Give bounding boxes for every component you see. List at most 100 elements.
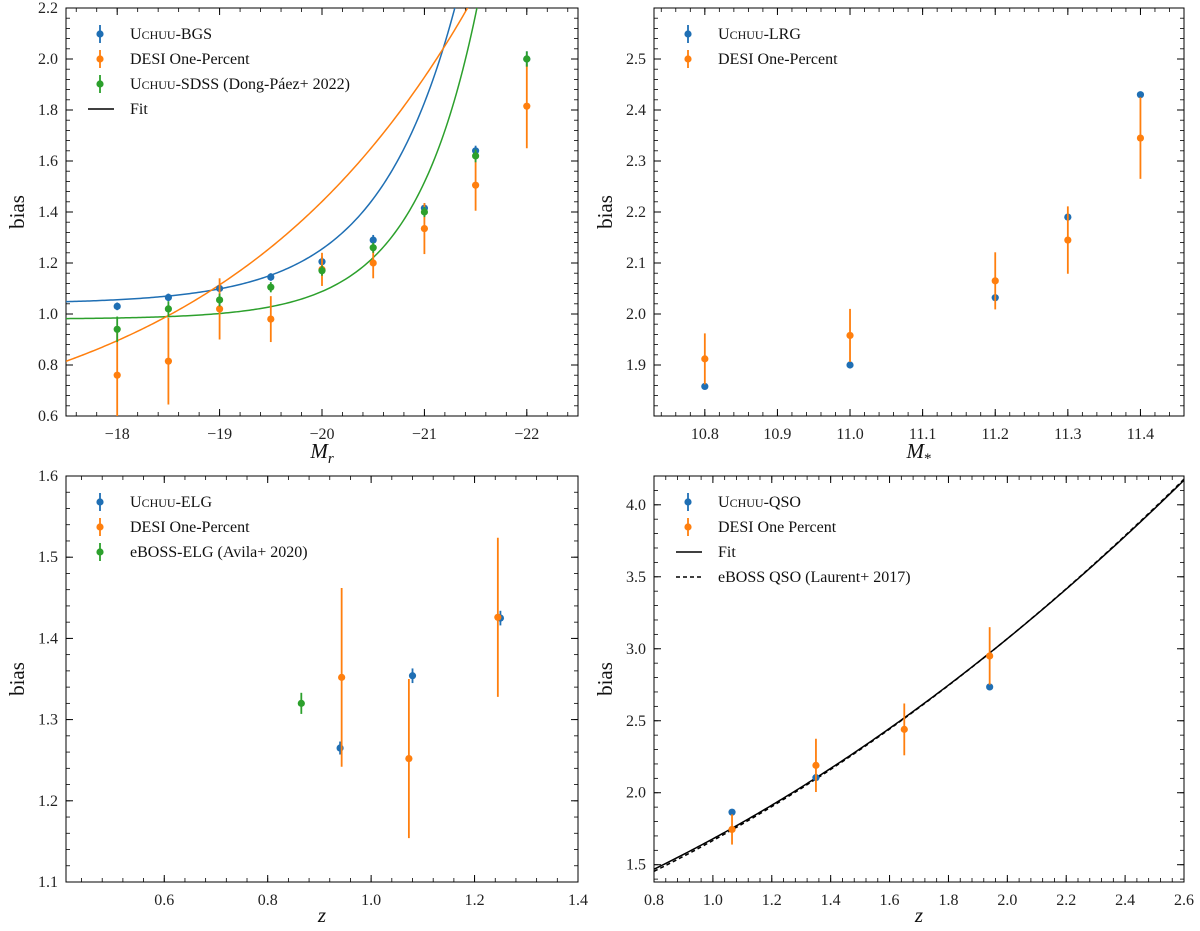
legend: UCHUU-ELG DESI One-Percent eBOSS-ELG (Avil…	[96, 493, 308, 561]
panel-lrg: 10.8 10.9 11.0 11.1 11.2 11.3 11.4 1.9 2.0 2.1 2.2…	[593, 7, 1185, 467]
y-tick-label: 4.0	[626, 497, 646, 514]
x-tick-label: 11.4	[1127, 426, 1154, 443]
data-point	[728, 825, 736, 834]
data-point	[369, 244, 377, 252]
data-point	[846, 361, 854, 369]
data-point	[701, 382, 709, 391]
data-point	[216, 296, 224, 304]
x-tick-label: 0.8	[644, 892, 664, 909]
y-tick-label: 2.0	[626, 306, 646, 323]
data-point	[1064, 236, 1072, 244]
data-point	[216, 305, 224, 313]
legend-label: eBOSS QSO (Laurent+ 2017)	[718, 569, 911, 586]
data-point	[405, 754, 413, 763]
x-tick-label: 11.3	[1054, 426, 1081, 443]
x-tick-label: 1.0	[703, 892, 723, 909]
data-point	[900, 725, 908, 733]
data-point	[267, 315, 275, 323]
legend-marker	[96, 523, 104, 531]
x-tick-label: 11.1	[909, 426, 936, 443]
y-tick-label: 0.8	[38, 357, 58, 374]
legend-label: Fit	[718, 544, 736, 561]
data-point	[267, 283, 275, 291]
legend-marker	[684, 523, 692, 531]
x-tick-label: 0.8	[258, 892, 278, 909]
x-tick-label: 11.0	[836, 426, 863, 443]
legend-label: UCHUU-BGS	[130, 26, 212, 43]
data-point	[472, 181, 480, 189]
data-point	[494, 613, 502, 621]
data-point	[523, 55, 531, 63]
x-tick-label: 0.6	[154, 892, 174, 909]
fit-curve	[66, 8, 469, 362]
series	[113, 51, 531, 343]
data-point	[369, 259, 377, 267]
legend-label: DESI One-Percent	[130, 519, 250, 536]
y-tick-label: 1.2	[38, 793, 58, 810]
data-point	[472, 152, 480, 160]
data-point	[164, 293, 172, 302]
legend-label: DESI One-Percent	[130, 51, 250, 68]
x-tick-label: 1.0	[361, 892, 381, 909]
y-tick-label: 1.0	[38, 306, 58, 323]
x-tick-label: 1.4	[568, 892, 588, 909]
legend: UCHUU-LRG DESI One-Percent	[684, 25, 838, 68]
y-tick-label: 2.2	[38, 0, 58, 17]
panel-elg: 0.6 0.8 1.0 1.2 1.4 1.1 1.2 1.3 1.4 1.5 1.6 z bias UC…	[5, 468, 588, 927]
axes-frame	[653, 475, 1185, 883]
axes-frame	[653, 7, 1185, 417]
x-tick-label: −19	[207, 426, 232, 443]
series	[336, 610, 505, 755]
legend-marker	[96, 30, 104, 38]
data-point	[318, 267, 326, 275]
y-tick-label: 1.5	[626, 857, 646, 874]
y-tick-label: 2.5	[626, 713, 646, 730]
y-tick-label: 1.2	[38, 255, 58, 272]
x-tick-label: 1.6	[880, 892, 900, 909]
fit-curve-dashed	[654, 478, 1184, 872]
data-point	[408, 672, 417, 680]
x-axis-label: M*	[906, 439, 932, 467]
data-point	[523, 102, 531, 110]
legend-marker	[96, 498, 104, 506]
legend-label: UCHUU-ELG	[130, 494, 212, 511]
x-tick-label: −21	[412, 426, 437, 443]
legend-marker	[684, 55, 692, 63]
data-point	[338, 673, 346, 681]
y-axis-label: bias	[5, 195, 29, 229]
data-point	[164, 357, 172, 365]
y-tick-label: 1.9	[626, 357, 646, 374]
legend-marker	[684, 30, 692, 38]
y-tick-label: 1.6	[38, 153, 58, 170]
data-point	[297, 699, 305, 707]
series	[701, 91, 1145, 391]
data-point	[1136, 91, 1145, 99]
x-tick-label: 2.2	[1056, 892, 1076, 909]
legend-marker	[96, 80, 104, 88]
legend-label: DESI One Percent	[718, 519, 837, 536]
data-point	[991, 277, 999, 285]
data-point	[1136, 134, 1145, 142]
y-tick-label: 1.4	[38, 204, 58, 221]
x-tick-label: −18	[105, 426, 130, 443]
y-axis-label: bias	[5, 662, 29, 696]
y-tick-label: 1.3	[38, 712, 58, 729]
data-point	[420, 208, 428, 216]
y-axis-label: bias	[593, 195, 617, 229]
fit-curve	[66, 8, 456, 303]
y-tick-label: 2.4	[626, 102, 646, 119]
y-tick-label: 0.6	[38, 408, 58, 425]
legend-label: UCHUU-QSO	[718, 494, 801, 511]
x-tick-label: 2.6	[1174, 892, 1194, 909]
x-tick-label: 1.2	[465, 892, 485, 909]
y-tick-label: 1.8	[38, 102, 58, 119]
data-point	[846, 331, 854, 340]
panel-bgs: −18 −19 −20 −21 −22 0.6 0.8 1.0 1.2 1.4 1.6 1.8 2.0 2…	[5, 0, 579, 467]
y-tick-label: 2.0	[626, 785, 646, 802]
y-tick-label: 3.5	[626, 569, 646, 586]
y-tick-label: 2.0	[38, 51, 58, 68]
data-point	[986, 683, 994, 691]
legend-marker	[684, 498, 692, 506]
data-point	[113, 302, 121, 310]
